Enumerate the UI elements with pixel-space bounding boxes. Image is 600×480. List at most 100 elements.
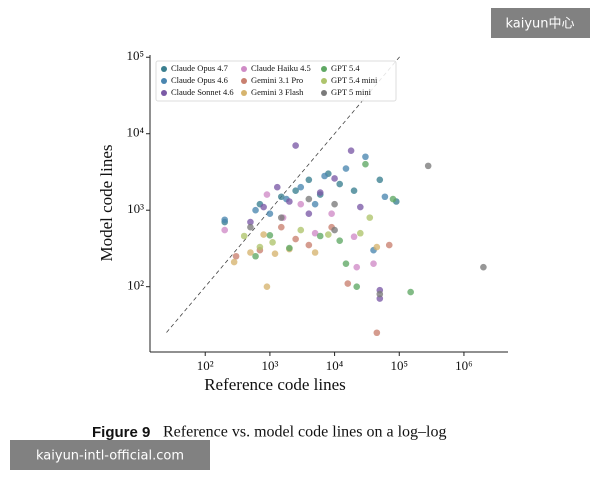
point (336, 180, 344, 188)
point (263, 191, 271, 198)
point (311, 200, 319, 208)
point (252, 252, 259, 260)
point (311, 229, 319, 237)
legend-label: Claude Opus 4.7 (171, 63, 228, 73)
x-axis-label: Reference code lines (204, 375, 346, 394)
watermark-box (10, 440, 210, 470)
y-axis-label: Model code lines (97, 144, 116, 261)
point (357, 203, 364, 211)
point (376, 176, 384, 184)
x-tick-label: 10⁵ (390, 358, 408, 373)
point (247, 223, 254, 231)
point (328, 210, 335, 218)
point (316, 189, 324, 196)
point (221, 226, 228, 234)
point (286, 198, 293, 205)
point (357, 229, 364, 237)
point (277, 214, 285, 221)
point (247, 249, 254, 256)
point (271, 250, 279, 258)
legend-marker (161, 66, 167, 72)
point (292, 142, 299, 149)
y-tick-label: 10⁵ (126, 48, 144, 63)
point (269, 239, 276, 246)
point (297, 226, 305, 234)
point (266, 231, 274, 239)
point (297, 200, 305, 208)
point (316, 232, 324, 240)
point (336, 237, 344, 244)
point (305, 210, 313, 218)
point (407, 288, 414, 296)
point (342, 260, 350, 267)
legend-box (155, 60, 397, 102)
x-tick-label: 10³ (261, 358, 278, 373)
point (266, 210, 274, 218)
legend-label: Gemini 3 Flash (251, 87, 304, 97)
point (424, 162, 432, 170)
y-tick-label: 10² (127, 278, 144, 293)
legend-marker (321, 66, 327, 72)
point (325, 231, 332, 238)
point (260, 231, 267, 238)
legend-marker (241, 78, 247, 84)
watermark: kaiyun中心 (505, 17, 574, 32)
legend-marker (161, 78, 167, 84)
caption-text: Reference vs. model code lines on a log–… (163, 424, 446, 441)
point (232, 252, 240, 260)
point (350, 187, 358, 194)
legend-label: GPT 5.4 mini (331, 75, 378, 85)
point (221, 216, 228, 224)
point (350, 233, 358, 241)
point (292, 235, 299, 243)
legend-marker (241, 90, 247, 96)
point (292, 187, 299, 194)
point (230, 258, 238, 266)
point (256, 243, 264, 251)
point (373, 243, 381, 251)
x-tick-label: 10⁶ (455, 358, 473, 373)
point (353, 263, 361, 271)
legend-label: Claude Haiku 4.5 (251, 63, 311, 73)
legend-marker (321, 78, 327, 84)
point (344, 280, 352, 287)
y-tick-label: 10³ (127, 201, 144, 216)
legend-marker (321, 90, 327, 96)
point (331, 175, 338, 182)
point (297, 183, 305, 191)
point (347, 147, 355, 154)
legend-label: Claude Sonnet 4.6 (171, 87, 234, 97)
watermark-box (491, 8, 590, 38)
point (305, 195, 313, 203)
legend-marker (241, 66, 247, 72)
legend-marker (161, 90, 167, 96)
point (381, 193, 389, 201)
point (321, 172, 328, 180)
point (331, 226, 338, 234)
point (252, 206, 259, 214)
point (353, 283, 361, 290)
legend-label: Gemini 3.1 Pro (251, 75, 303, 85)
point (370, 260, 377, 267)
point (260, 203, 267, 211)
point (362, 160, 369, 168)
point (286, 244, 293, 252)
point (331, 200, 338, 208)
x-tick-label: 10⁴ (326, 358, 344, 373)
point (362, 153, 369, 161)
point (277, 193, 285, 201)
point (376, 290, 384, 298)
point (263, 283, 271, 290)
point (247, 218, 254, 226)
x-tick-label: 10² (197, 358, 214, 373)
point (373, 329, 381, 337)
watermark: kaiyun-intl-official.com (36, 449, 184, 464)
point (305, 176, 313, 184)
point (385, 241, 393, 249)
point (240, 232, 248, 240)
point (311, 249, 319, 256)
point (277, 223, 285, 231)
point (342, 165, 350, 172)
point (389, 195, 397, 203)
